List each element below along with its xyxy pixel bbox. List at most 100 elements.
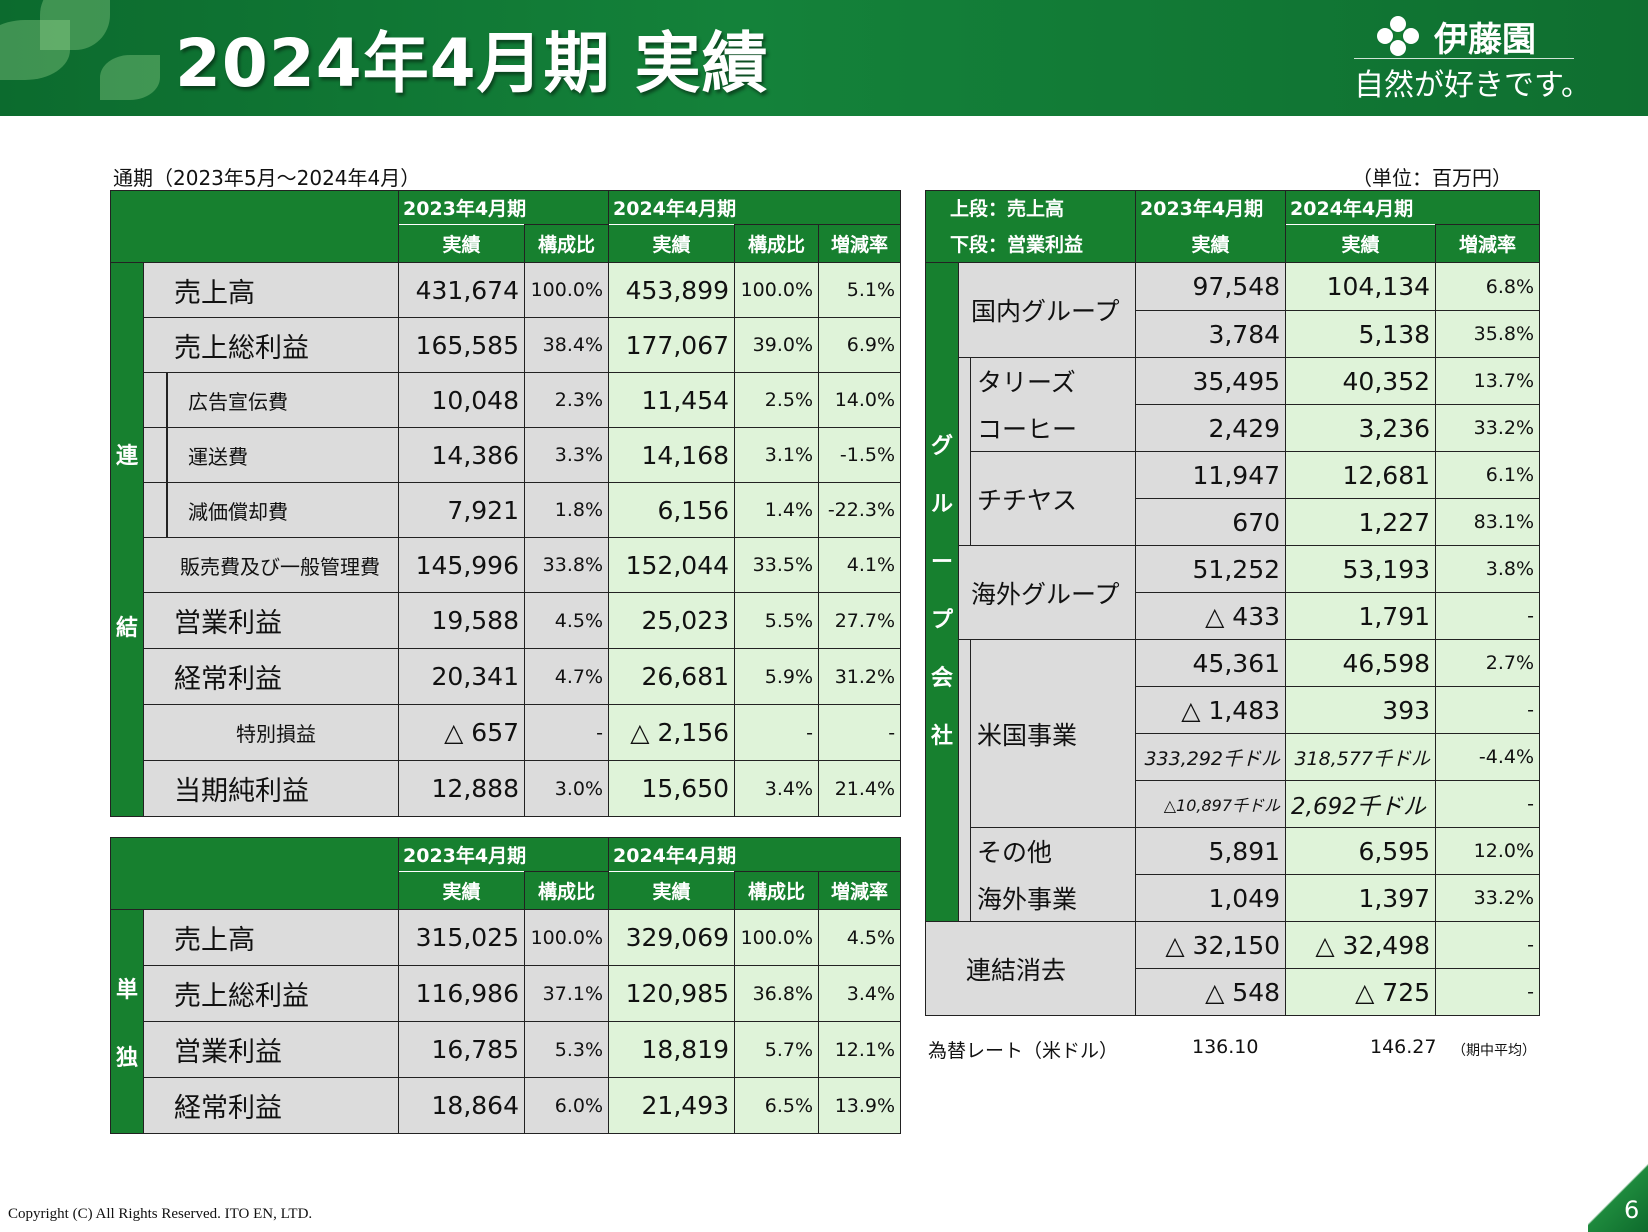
row-label: 営業利益	[143, 592, 399, 649]
side-char: ー	[931, 550, 954, 575]
table-row: 広告宣伝費 10,048 2.3% 11,454 2.5% 14.0%	[111, 372, 902, 428]
op-change: -	[1435, 686, 1541, 734]
year-prev-header: 2023年4月期	[1135, 190, 1287, 225]
table-row: 経常利益 18,864 6.0% 21,493 6.5% 13.9%	[111, 1077, 902, 1134]
logo-tagline: 自然が好きです。	[1354, 68, 1591, 103]
change-rate: 3.4%	[818, 965, 902, 1022]
prev-ratio: -	[523, 704, 610, 761]
header-sales-note: 上段：売上高	[924, 190, 1137, 225]
header-op-note: 下段：営業利益	[924, 224, 1137, 263]
table-row: 連 結 売上高 431,674 100.0% 453,899 100.0% 5.…	[110, 262, 902, 817]
prev-ratio: 38.4%	[523, 317, 610, 373]
sales-curr: △ 32,498	[1285, 921, 1437, 969]
sales-change: 2.7%	[1435, 639, 1541, 687]
table-row: 販売費及び一般管理費 145,996 33.8% 152,044 33.5% 4…	[111, 537, 902, 593]
curr-ratio: 5.9%	[734, 648, 820, 705]
op-curr: 3,236	[1285, 404, 1437, 452]
prev-ratio: 4.7%	[523, 648, 610, 705]
prev-ratio: 33.8%	[523, 537, 610, 593]
row-label: 売上総利益	[143, 965, 399, 1022]
header-blank	[110, 190, 399, 263]
op-prev: 1,049	[1135, 874, 1287, 922]
table-row: 経常利益 20,341 4.7% 26,681 5.9% 31.2%	[111, 648, 902, 705]
table-row: 3,784 5,138 35.8%	[926, 310, 1541, 358]
table-row: 333,292千ドル 318,577千ドル -4.4%	[926, 733, 1541, 781]
sales-prev: 45,361	[1135, 639, 1287, 687]
curr-ratio: 1.4%	[734, 482, 820, 538]
prev-value: 19,588	[398, 592, 525, 649]
fx-note: （期中平均）	[1452, 1043, 1536, 1059]
sales-curr: 12,681	[1285, 451, 1437, 499]
op-curr: 1,397	[1285, 874, 1437, 922]
op-curr: △ 725	[1285, 968, 1437, 1016]
sales-change: 3.8%	[1435, 545, 1541, 593]
sales-change: 13.7%	[1435, 357, 1541, 405]
change-rate: 4.1%	[818, 537, 902, 593]
sales-prev: 35,495	[1135, 357, 1287, 405]
row-label: 当期純利益	[143, 760, 399, 817]
table-row: 減価償却費 7,921 1.8% 6,156 1.4% -22.3%	[111, 482, 902, 538]
op-prev: △ 1,483	[1135, 686, 1287, 734]
sales-usd-curr: 318,577千ドル	[1285, 733, 1437, 781]
change-rate: 21.4%	[818, 760, 902, 817]
row-label: チチヤス	[969, 451, 1137, 546]
curr-ratio: 100.0%	[734, 909, 820, 966]
prev-ratio: 100.0%	[523, 909, 610, 966]
op-change: -	[1435, 592, 1541, 640]
op-prev: 2,429	[1135, 404, 1287, 452]
col-change: 増減率	[818, 224, 902, 263]
table-row: 売上総利益 116,986 37.1% 120,985 36.8% 3.4%	[111, 965, 902, 1022]
row-label: その他	[969, 827, 1137, 875]
row-label: 減価償却費	[143, 482, 399, 538]
table-row: 営業利益 16,785 5.3% 18,819 5.7% 12.1%	[111, 1021, 902, 1078]
row-label: 特別損益	[143, 704, 399, 761]
sales-curr: 104,134	[1285, 262, 1437, 311]
col-ratio-prev: 構成比	[523, 224, 610, 263]
prev-value: 431,674	[398, 262, 525, 318]
year-curr-header: 2024年4月期	[608, 190, 902, 225]
logo-divider	[1354, 58, 1574, 59]
header-banner: 2024年4月期 実績 伊藤園 自然が好きです。	[0, 0, 1648, 116]
prev-value: 145,996	[398, 537, 525, 593]
table-row: 連結消去 △ 32,150 △ 32,498 -	[924, 921, 1541, 1016]
prev-ratio: 6.0%	[523, 1077, 610, 1134]
sales-prev: △ 32,150	[1135, 921, 1287, 969]
op-change: 33.2%	[1435, 404, 1541, 452]
prev-value: 20,341	[398, 648, 525, 705]
curr-value: 15,650	[608, 760, 736, 817]
consolidated-side-label: 連 結	[110, 262, 144, 817]
change-rate: 27.7%	[818, 592, 902, 649]
change-rate: 14.0%	[818, 372, 902, 428]
table-row: △ 548 △ 725 -	[926, 968, 1541, 1016]
corner-decoration	[1588, 1160, 1648, 1232]
year-prev-header: 2023年4月期	[397, 190, 610, 225]
col-change: 増減率	[1435, 224, 1541, 263]
col-ratio-curr: 構成比	[734, 224, 820, 263]
prev-ratio: 100.0%	[523, 262, 610, 318]
change-rate: -22.3%	[818, 482, 902, 538]
fx-curr: 146.27	[1370, 1036, 1437, 1058]
year-curr-header: 2024年4月期	[608, 837, 902, 872]
curr-value: 21,493	[608, 1077, 736, 1134]
page-number: 6	[1624, 1196, 1640, 1224]
group-table: 上段：売上高 2023年4月期 2024年4月期 下段：営業利益 実績 実績 増…	[924, 190, 1541, 1016]
prev-value: 116,986	[398, 965, 525, 1022]
sales-change: 6.1%	[1435, 451, 1541, 499]
sales-prev: 51,252	[1135, 545, 1287, 593]
row-label: タリーズ	[969, 357, 1137, 405]
op-prev: 670	[1135, 498, 1287, 546]
table-row: 当期純利益 12,888 3.0% 15,650 3.4% 21.4%	[111, 760, 902, 817]
row-label: 売上高	[143, 262, 399, 318]
standalone-side-label: 単 独	[110, 909, 144, 1134]
sales-curr: 46,598	[1285, 639, 1437, 687]
op-change: -	[1435, 968, 1541, 1016]
prev-value: 165,585	[398, 317, 525, 373]
prev-ratio: 1.8%	[523, 482, 610, 538]
period-caption: 通期（2023年5月～2024年4月）	[113, 166, 421, 190]
curr-value: 177,067	[608, 317, 736, 373]
side-char: 社	[931, 724, 954, 749]
prev-value: 14,386	[398, 427, 525, 483]
row-label: 経常利益	[143, 648, 399, 705]
table-row: 海外グループ 51,252 53,193 3.8%	[926, 545, 1541, 640]
sales-change: 6.8%	[1435, 262, 1541, 311]
